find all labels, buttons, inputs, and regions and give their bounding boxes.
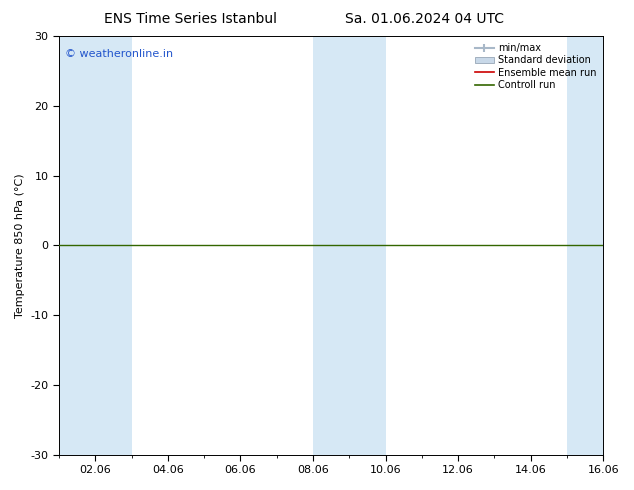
Text: © weatheronline.in: © weatheronline.in <box>65 49 172 59</box>
Bar <box>567 36 603 455</box>
Y-axis label: Temperature 850 hPa (°C): Temperature 850 hPa (°C) <box>15 173 25 318</box>
Text: ENS Time Series Istanbul: ENS Time Series Istanbul <box>104 12 276 26</box>
Bar <box>59 36 132 455</box>
Text: Sa. 01.06.2024 04 UTC: Sa. 01.06.2024 04 UTC <box>346 12 504 26</box>
Bar <box>313 36 385 455</box>
Legend: min/max, Standard deviation, Ensemble mean run, Controll run: min/max, Standard deviation, Ensemble me… <box>472 41 598 92</box>
